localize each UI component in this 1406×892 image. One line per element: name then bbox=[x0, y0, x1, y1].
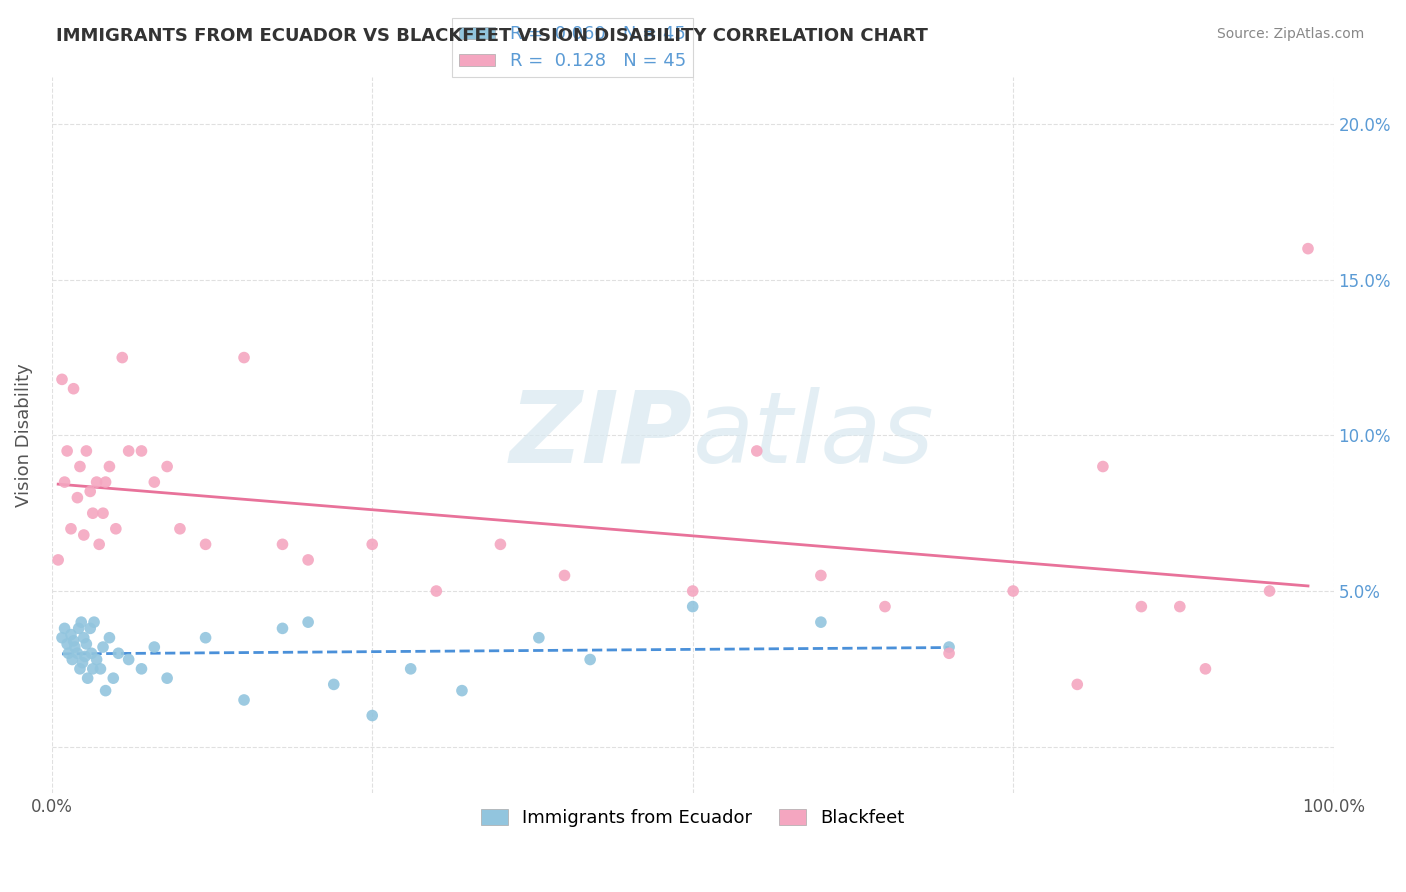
Point bbox=[63, 640, 86, 654]
Point bbox=[111, 351, 134, 365]
Point bbox=[131, 444, 153, 458]
Point bbox=[156, 459, 179, 474]
Point bbox=[194, 537, 217, 551]
Point bbox=[73, 528, 96, 542]
Point bbox=[53, 475, 76, 489]
Point bbox=[233, 351, 256, 365]
Point bbox=[104, 522, 127, 536]
Point bbox=[143, 475, 166, 489]
Point bbox=[98, 631, 121, 645]
Point bbox=[745, 444, 768, 458]
Point bbox=[62, 382, 84, 396]
Point bbox=[1258, 584, 1281, 599]
Text: Source: ZipAtlas.com: Source: ZipAtlas.com bbox=[1216, 27, 1364, 41]
Point bbox=[73, 631, 96, 645]
Point bbox=[297, 553, 319, 567]
Point bbox=[873, 599, 896, 614]
Legend: Immigrants from Ecuador, Blackfeet: Immigrants from Ecuador, Blackfeet bbox=[474, 802, 912, 834]
Point bbox=[89, 662, 111, 676]
Point bbox=[156, 671, 179, 685]
Point bbox=[56, 637, 79, 651]
Point bbox=[938, 646, 960, 660]
Point bbox=[79, 484, 101, 499]
Point bbox=[1194, 662, 1216, 676]
Point bbox=[86, 475, 108, 489]
Point bbox=[271, 537, 294, 551]
Point bbox=[82, 662, 104, 676]
Point bbox=[271, 621, 294, 635]
Point bbox=[51, 631, 73, 645]
Point bbox=[489, 537, 512, 551]
Point bbox=[94, 683, 117, 698]
Point bbox=[79, 621, 101, 635]
Point bbox=[527, 631, 550, 645]
Point bbox=[75, 649, 97, 664]
Point bbox=[1168, 599, 1191, 614]
Point bbox=[69, 662, 91, 676]
Point bbox=[361, 537, 384, 551]
Point bbox=[91, 640, 114, 654]
Point bbox=[69, 459, 91, 474]
Point bbox=[169, 522, 191, 536]
Point bbox=[682, 599, 704, 614]
Point bbox=[94, 475, 117, 489]
Point bbox=[118, 444, 141, 458]
Point bbox=[1066, 677, 1088, 691]
Point bbox=[451, 683, 474, 698]
Point bbox=[80, 646, 103, 660]
Point bbox=[70, 615, 93, 629]
Point bbox=[194, 631, 217, 645]
Text: IMMIGRANTS FROM ECUADOR VS BLACKFEET VISION DISABILITY CORRELATION CHART: IMMIGRANTS FROM ECUADOR VS BLACKFEET VIS… bbox=[56, 27, 928, 45]
Point bbox=[56, 444, 79, 458]
Text: ZIP: ZIP bbox=[510, 387, 693, 483]
Point bbox=[59, 627, 82, 641]
Point bbox=[425, 584, 447, 599]
Point bbox=[810, 615, 832, 629]
Point bbox=[938, 640, 960, 654]
Point bbox=[75, 637, 97, 651]
Point bbox=[143, 640, 166, 654]
Point bbox=[399, 662, 422, 676]
Point bbox=[1130, 599, 1153, 614]
Point bbox=[58, 646, 80, 660]
Point bbox=[98, 459, 121, 474]
Point bbox=[53, 621, 76, 635]
Point bbox=[103, 671, 125, 685]
Point bbox=[86, 652, 108, 666]
Point bbox=[62, 633, 84, 648]
Point bbox=[553, 568, 575, 582]
Point bbox=[297, 615, 319, 629]
Point bbox=[66, 646, 89, 660]
Point bbox=[1091, 459, 1114, 474]
Point bbox=[118, 652, 141, 666]
Point bbox=[46, 553, 69, 567]
Point bbox=[51, 372, 73, 386]
Point bbox=[107, 646, 129, 660]
Point bbox=[89, 537, 111, 551]
Point bbox=[1002, 584, 1025, 599]
Point bbox=[66, 491, 89, 505]
Point bbox=[322, 677, 344, 691]
Y-axis label: Vision Disability: Vision Disability bbox=[15, 364, 32, 508]
Point bbox=[67, 621, 90, 635]
Point bbox=[82, 506, 104, 520]
Text: atlas: atlas bbox=[693, 387, 935, 483]
Point bbox=[1296, 242, 1319, 256]
Point bbox=[60, 652, 83, 666]
Point bbox=[233, 693, 256, 707]
Point bbox=[76, 671, 98, 685]
Point bbox=[131, 662, 153, 676]
Point bbox=[59, 522, 82, 536]
Point bbox=[361, 708, 384, 723]
Point bbox=[682, 584, 704, 599]
Point bbox=[72, 656, 94, 670]
Point bbox=[75, 444, 97, 458]
Point bbox=[83, 615, 105, 629]
Point bbox=[810, 568, 832, 582]
Point bbox=[91, 506, 114, 520]
Point bbox=[579, 652, 602, 666]
